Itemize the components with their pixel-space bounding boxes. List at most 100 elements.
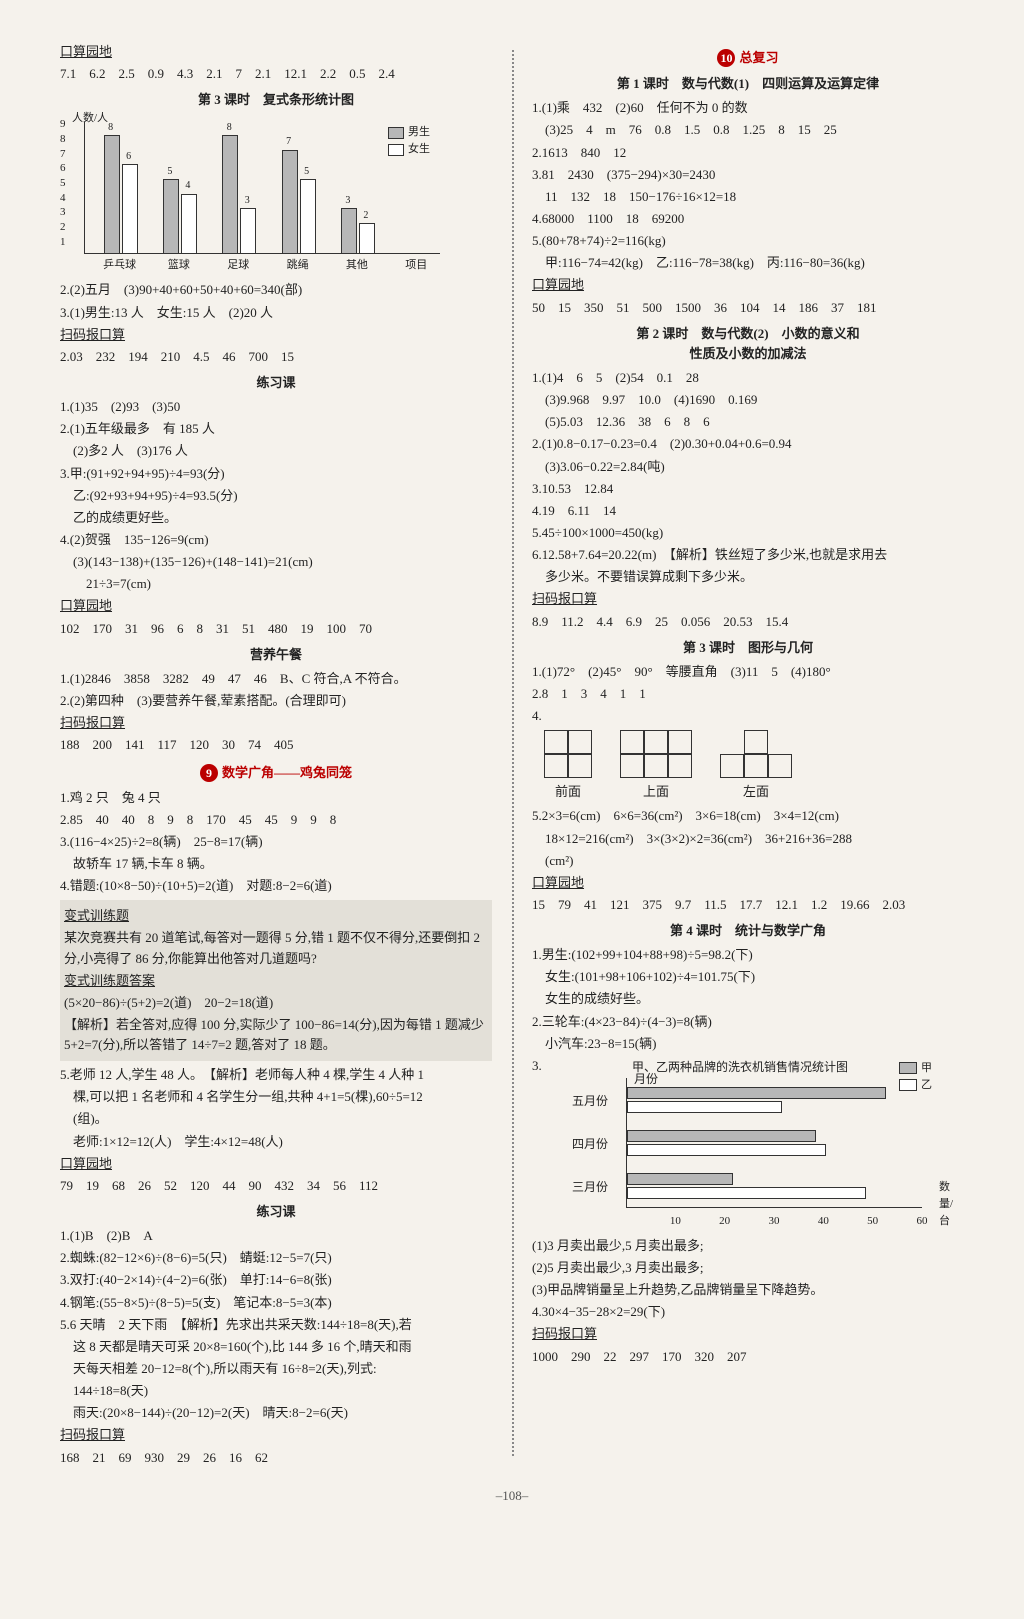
grouped-bar-chart: 男生 女生 123456789人数/人86乒乓球54篮球83足球75跳绳32其他… bbox=[60, 114, 440, 274]
text-line: 15 79 41 121 375 9.7 11.5 17.7 12.1 1.2 … bbox=[532, 895, 964, 915]
text-line: 3.甲:(91+92+94+95)÷4=93(分) bbox=[60, 464, 492, 484]
section-heading: 变式训练题 bbox=[64, 906, 488, 926]
text-line: 5.6 天晴 2 天下雨 【解析】先求出共采天数:144÷18=8(天),若 bbox=[60, 1315, 492, 1335]
text-line: (cm²) bbox=[532, 851, 964, 871]
legend-label: 乙 bbox=[921, 1079, 932, 1091]
text-line: 5.(80+78+74)÷2=116(kg) bbox=[532, 231, 964, 251]
text-line: 11 132 18 150−176÷16×12=18 bbox=[532, 187, 964, 207]
text-line: 2.(2)五月 (3)90+40+60+50+40+60=340(部) bbox=[60, 280, 492, 300]
text-line: (3)9.968 9.97 10.0 (4)1690 0.169 bbox=[532, 390, 964, 410]
text-line: 乙:(92+93+94+95)÷4=93.5(分) bbox=[60, 486, 492, 506]
text-line: 4.19 6.11 14 bbox=[532, 501, 964, 521]
text-line: 5.老师 12 人,学生 48 人。 【解析】老师每人种 4 棵,学生 4 人种… bbox=[60, 1065, 492, 1085]
section-heading: 口算园地 bbox=[60, 596, 492, 616]
text-line: (3)(143−138)+(135−126)+(148−141)=21(cm) bbox=[60, 552, 492, 572]
text-line: 小汽车:23−8=15(辆) bbox=[532, 1034, 964, 1054]
chart-axes bbox=[626, 1078, 922, 1208]
text-line: 多少米。不要错误算成剩下多少米。 bbox=[532, 567, 964, 587]
text-line: 甲:116−74=42(kg) 乙:116−78=38(kg) 丙:116−80… bbox=[532, 253, 964, 273]
text-line: 雨天:(20×8−144)÷(20−12)=2(天) 晴天:8−2=6(天) bbox=[60, 1403, 492, 1423]
text-line: 1.(1)72° (2)45° 90° 等腰直角 (3)11 5 (4)180° bbox=[532, 662, 964, 682]
unit-heading: 9数学广角——鸡兔同笼 bbox=[60, 763, 492, 783]
horizontal-bar-chart: 甲 乙 甲、乙两种品牌的洗衣机销售情况统计图月份五月份四月份三月份1020304… bbox=[572, 1060, 932, 1230]
text-line: 天每天相差 20−12=8(个),所以雨天有 16÷8=2(天),列式: bbox=[60, 1359, 492, 1379]
right-column: 10总复习 第 1 课时 数与代数(1) 四则运算及运算定律 1.(1)乘 43… bbox=[532, 40, 964, 1470]
section-heading: 口算园地 bbox=[60, 42, 492, 62]
text-line: (2)多2 人 (3)176 人 bbox=[60, 441, 492, 461]
text-line: 1.(1)B (2)B A bbox=[60, 1226, 492, 1246]
text-line: 2.蜘蛛:(82−12×6)÷(8−6)=5(只) 蜻蜓:12−5=7(只) bbox=[60, 1248, 492, 1268]
lesson-title: 练习课 bbox=[60, 373, 492, 393]
page-number: –108– bbox=[60, 1486, 964, 1506]
unit-heading: 10总复习 bbox=[532, 48, 964, 68]
text-line: 5.45÷100×1000=450(kg) bbox=[532, 523, 964, 543]
text-line: 1.(1)35 (2)93 (3)50 bbox=[60, 397, 492, 417]
text-line: 4.错题:(10×8−50)÷(10+5)=2(道) 对题:8−2=6(道) bbox=[60, 876, 492, 896]
section-heading: 扫码报口算 bbox=[532, 589, 964, 609]
text-line: 1.鸡 2 只 兔 4 只 bbox=[60, 788, 492, 808]
text-line: 144÷18=8(天) bbox=[60, 1381, 492, 1401]
text-line: (3)25 4 m 76 0.8 1.5 0.8 1.25 8 15 25 bbox=[532, 120, 964, 140]
cube-view-grids: 前面 上面 左面 bbox=[544, 730, 964, 802]
text-line: 2.85 40 40 8 9 8 170 45 45 9 9 8 bbox=[60, 810, 492, 830]
view-label: 左面 bbox=[720, 782, 792, 802]
text-line: 1.男生:(102+99+104+88+98)÷5=98.2(下) bbox=[532, 945, 964, 965]
left-view: 左面 bbox=[720, 730, 792, 802]
unit-number-icon: 9 bbox=[200, 764, 218, 782]
hchart-row: 3. 甲 乙 甲、乙两种品牌的洗衣机销售情况统计图月份五月份四月份三月份1020… bbox=[532, 1056, 964, 1234]
text-line: 4. bbox=[532, 706, 964, 726]
text-line: 102 170 31 96 6 8 31 51 480 19 100 70 bbox=[60, 619, 492, 639]
section-heading: 口算园地 bbox=[532, 275, 964, 295]
text-line: 这 8 天都是晴天可采 20×8=160(个),比 144 多 16 个,晴天和… bbox=[60, 1337, 492, 1357]
text-line: 2.1613 840 12 bbox=[532, 143, 964, 163]
text-line: 3.(1)男生:13 人 女生:15 人 (2)20 人 bbox=[60, 303, 492, 323]
lesson-title: 第 3 课时 图形与几何 bbox=[532, 638, 964, 658]
legend-swatch-a bbox=[899, 1062, 917, 1074]
text-line: 79 19 68 26 52 120 44 90 432 34 56 112 bbox=[60, 1176, 492, 1196]
text-line: 女生:(101+98+106+102)÷4=101.75(下) bbox=[532, 967, 964, 987]
text-line: 故轿车 17 辆,卡车 8 辆。 bbox=[60, 854, 492, 874]
lesson-title: 第 3 课时 复式条形统计图 bbox=[60, 90, 492, 110]
view-label: 前面 bbox=[544, 782, 592, 802]
legend-label: 甲 bbox=[921, 1062, 932, 1074]
text-line: (2)5 月卖出最少,3 月卖出最多; bbox=[532, 1258, 964, 1278]
lesson-title: 性质及小数的加减法 bbox=[532, 344, 964, 364]
text-line: 2.三轮车:(4×23−84)÷(4−3)=8(辆) bbox=[532, 1012, 964, 1032]
text-line: 1.(1)乘 432 (2)60 任何不为 0 的数 bbox=[532, 98, 964, 118]
text-line: 某次竞赛共有 20 道笔试,每答对一题得 5 分,错 1 题不仅不得分,还要倒扣… bbox=[64, 928, 488, 968]
text-line: 2.8 1 3 4 1 1 bbox=[532, 684, 964, 704]
section-heading: 扫码报口算 bbox=[532, 1324, 964, 1344]
lesson-title: 营养午餐 bbox=[60, 645, 492, 665]
left-column: 口算园地 7.1 6.2 2.5 0.9 4.3 2.1 7 2.1 12.1 … bbox=[60, 40, 492, 1470]
text-line: 1.(1)2846 3858 3282 49 47 46 B、C 符合,A 不符… bbox=[60, 669, 492, 689]
text-line: 21÷3=7(cm) bbox=[60, 574, 492, 594]
lesson-title: 练习课 bbox=[60, 1202, 492, 1222]
text-line: 乙的成绩更好些。 bbox=[60, 508, 492, 528]
text-line: (5×20−86)÷(5+2)=2(道) 20−2=18(道) bbox=[64, 993, 488, 1013]
column-divider bbox=[512, 50, 514, 1456]
section-heading: 扫码报口算 bbox=[60, 325, 492, 345]
text-line: 4.30×4−35−28×2=29(下) bbox=[532, 1302, 964, 1322]
lesson-title: 第 4 课时 统计与数学广角 bbox=[532, 921, 964, 941]
text-line: 1.(1)4 6 5 (2)54 0.1 28 bbox=[532, 368, 964, 388]
page: 口算园地 7.1 6.2 2.5 0.9 4.3 2.1 7 2.1 12.1 … bbox=[0, 0, 1024, 1536]
text-line: (组)。 bbox=[60, 1109, 492, 1129]
top-view: 上面 bbox=[620, 730, 692, 802]
text-line: 188 200 141 117 120 30 74 405 bbox=[60, 735, 492, 755]
highlight-box: 变式训练题 某次竞赛共有 20 道笔试,每答对一题得 5 分,错 1 题不仅不得… bbox=[60, 900, 492, 1061]
text-line: 2.(2)第四种 (3)要营养午餐,荤素搭配。(合理即可) bbox=[60, 691, 492, 711]
text-line: 4.(2)贺强 135−126=9(cm) bbox=[60, 530, 492, 550]
text-line: 18×12=216(cm²) 3×(3×2)×2=36(cm²) 36+216+… bbox=[532, 829, 964, 849]
lesson-title: 第 2 课时 数与代数(2) 小数的意义和 bbox=[532, 324, 964, 344]
text-line: 50 15 350 51 500 1500 36 104 14 186 37 1… bbox=[532, 298, 964, 318]
text-line: 3.双打:(40−2×14)÷(4−2)=6(张) 单打:14−6=8(张) bbox=[60, 1270, 492, 1290]
text-line: 2.(1)五年级最多 有 185 人 bbox=[60, 419, 492, 439]
unit-number-icon: 10 bbox=[717, 49, 735, 67]
view-label: 上面 bbox=[620, 782, 692, 802]
section-heading: 扫码报口算 bbox=[60, 1425, 492, 1445]
text-line: 3.81 2430 (375−294)×30=2430 bbox=[532, 165, 964, 185]
text-line: 3.(116−4×25)÷2=8(辆) 25−8=17(辆) bbox=[60, 832, 492, 852]
text-line: (1)3 月卖出最少,5 月卖出最多; bbox=[532, 1236, 964, 1256]
text-line: (5)5.03 12.36 38 6 8 6 bbox=[532, 412, 964, 432]
text-line: 女生的成绩好些。 bbox=[532, 989, 964, 1009]
